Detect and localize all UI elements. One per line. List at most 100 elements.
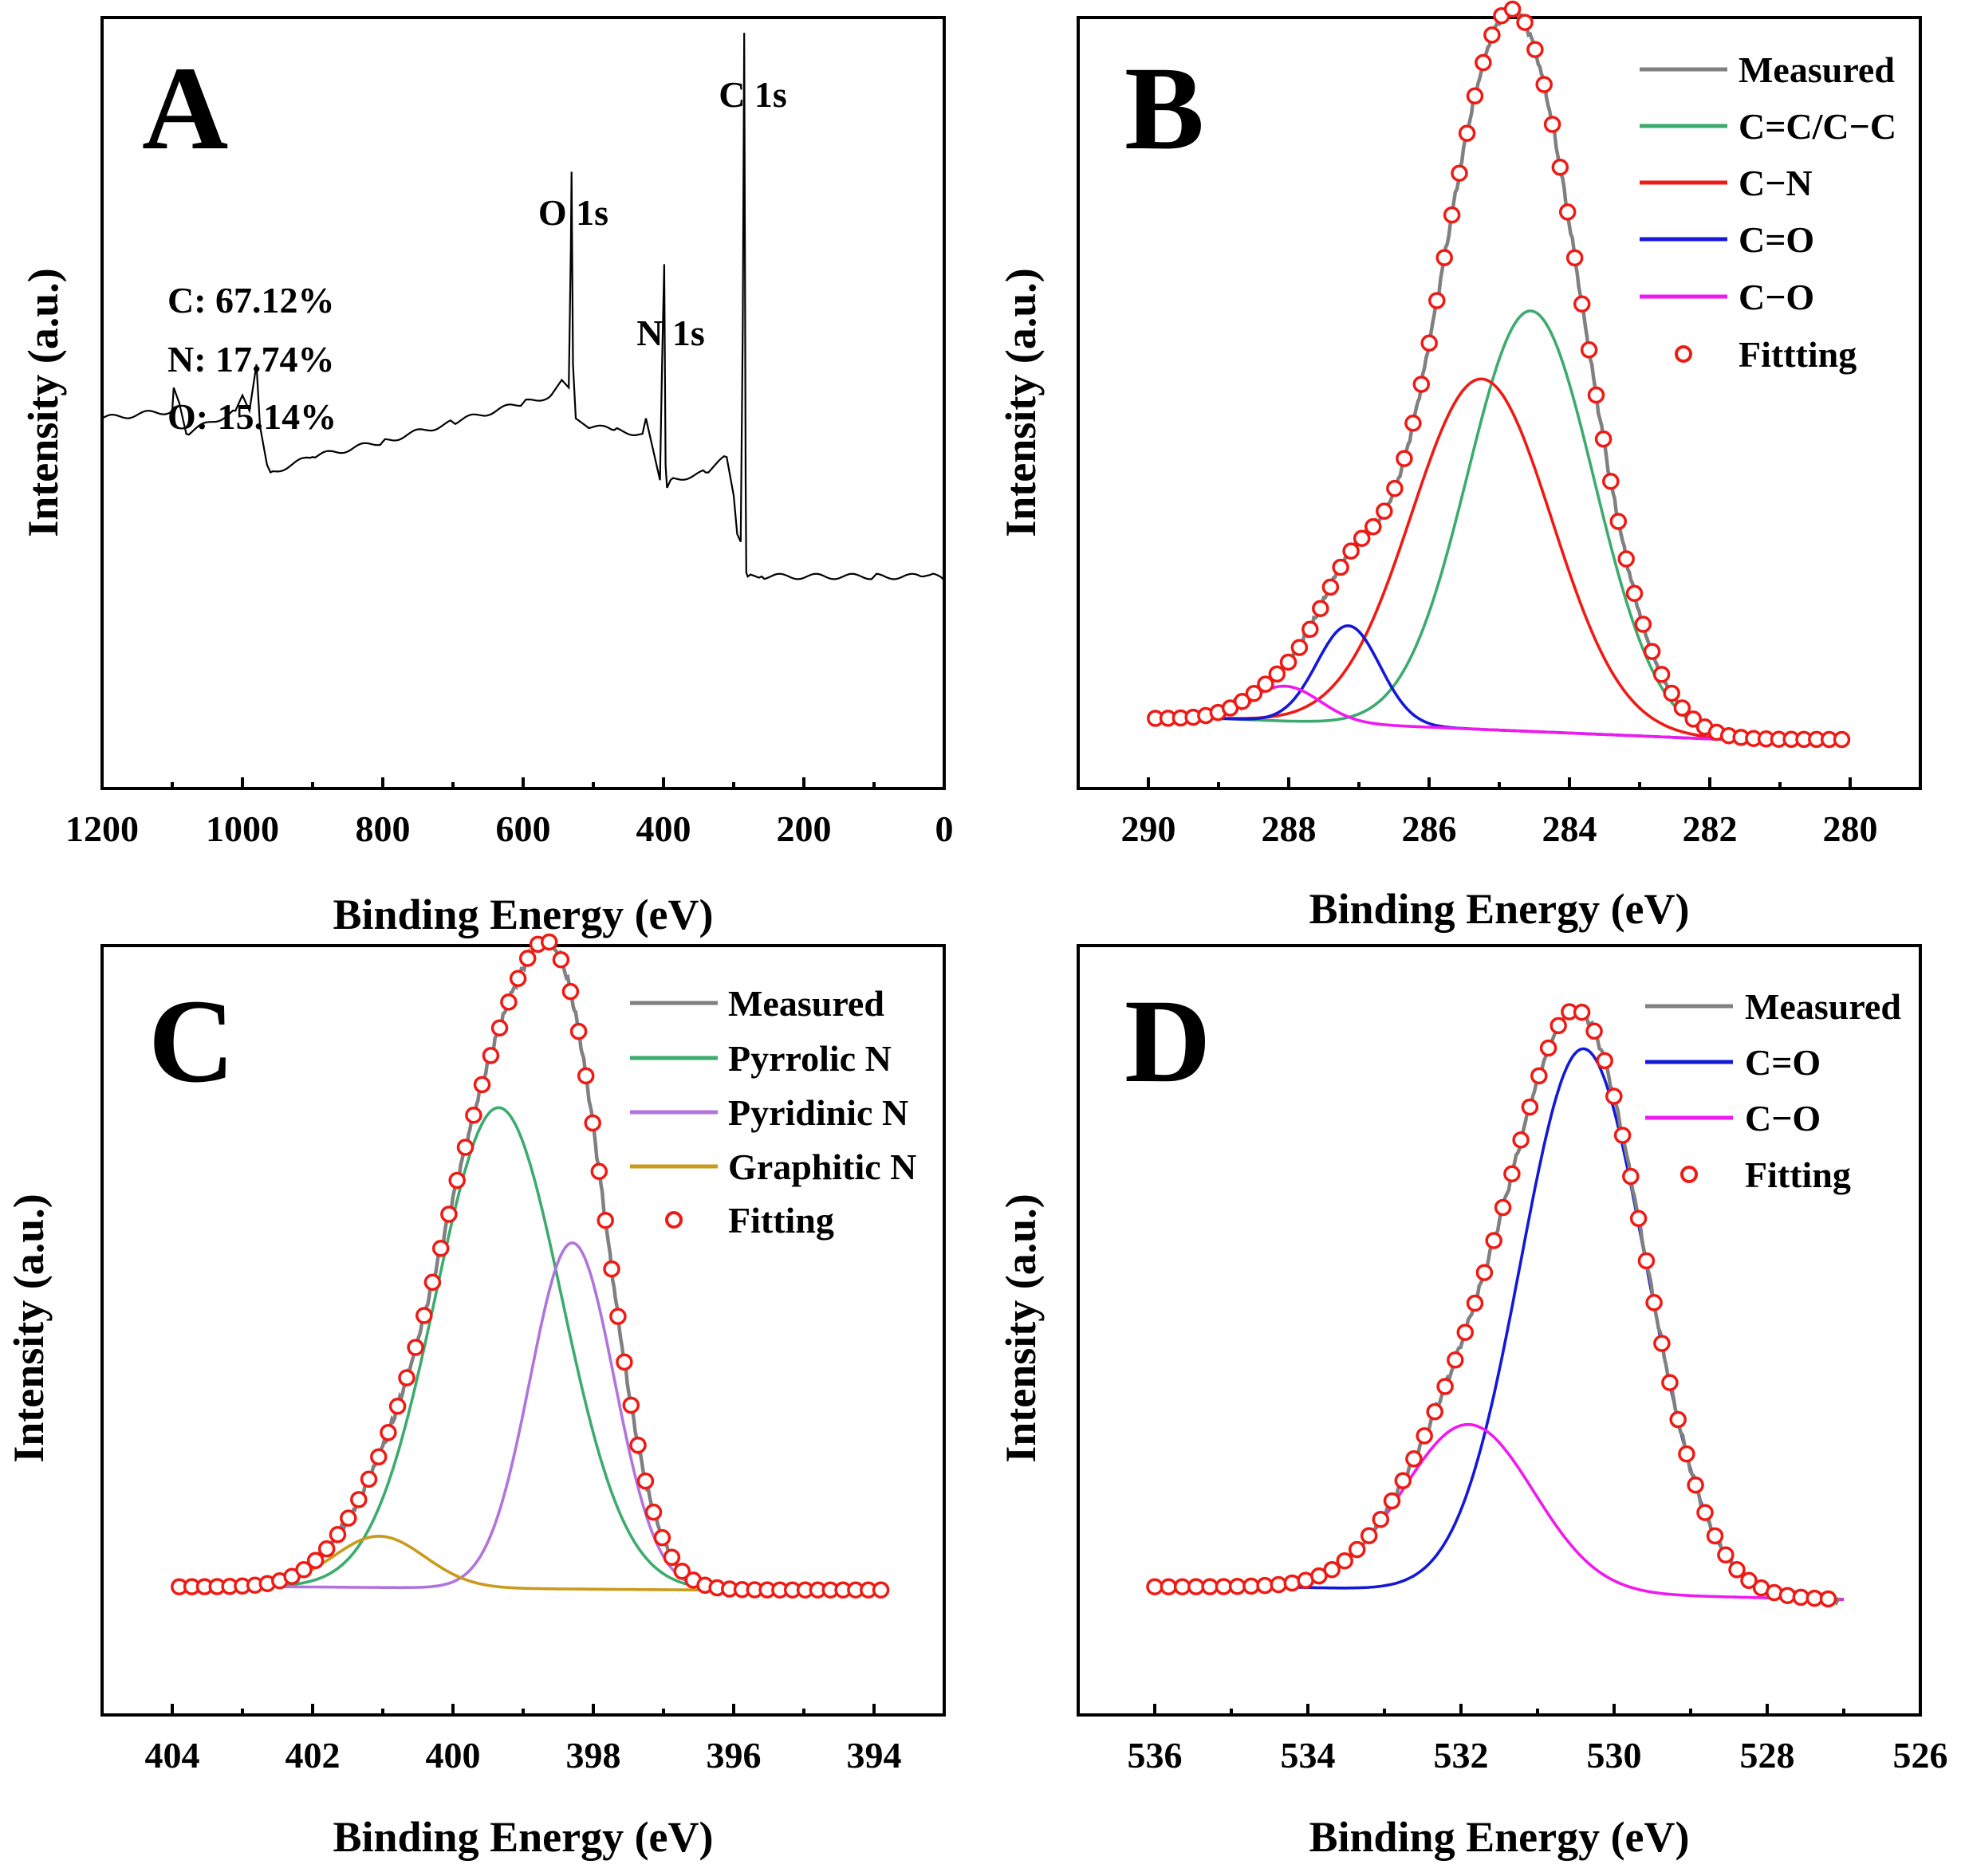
fitting-point	[1268, 665, 1286, 683]
fitting-point	[673, 1563, 691, 1580]
fitting-point	[448, 1171, 466, 1190]
x-tick-label: 404	[145, 1735, 200, 1776]
fitting-point	[1353, 529, 1371, 547]
fitting-point	[1321, 578, 1340, 596]
fitting-point	[1551, 159, 1569, 176]
measured-curve	[1283, 1003, 1841, 1607]
fitting-point	[1539, 1039, 1557, 1057]
fitting-point	[597, 1211, 614, 1229]
legend-label-co-double: C=O	[1745, 1042, 1821, 1083]
fitting-point	[1494, 1198, 1512, 1217]
fitting-point	[1530, 1067, 1548, 1085]
fitting-point	[1483, 26, 1501, 44]
composition-carbon: C: 67.12%	[167, 280, 335, 321]
panel-c-plot	[171, 933, 890, 1599]
fitting-point	[1405, 1450, 1423, 1468]
fitting-point	[1416, 1427, 1433, 1445]
x-tick-label: 280	[1823, 808, 1878, 849]
peak-label-o1s: O 1s	[538, 192, 608, 233]
fitting-point	[629, 1436, 647, 1454]
fitting-point	[1372, 1510, 1390, 1528]
legend-label-measured: Measured	[728, 983, 884, 1024]
fitting-point	[1792, 1588, 1810, 1607]
fitting-point	[1512, 1131, 1530, 1149]
panel-b-letter: B	[1124, 42, 1204, 175]
panel-c-y-axis-title: Intensity (a.u.)	[5, 1194, 53, 1463]
fitting-point	[1678, 1445, 1695, 1463]
fitting-point	[329, 1526, 347, 1544]
fitting-point	[398, 1369, 415, 1386]
x-tick-label: 526	[1893, 1735, 1948, 1776]
fitting-point	[1475, 1264, 1494, 1281]
fitting-point	[569, 1022, 588, 1040]
x-tick-label: 394	[847, 1735, 902, 1776]
x-tick-label: 284	[1542, 808, 1597, 849]
fitting-point	[663, 1548, 681, 1567]
fitting-point	[1645, 1294, 1663, 1312]
x-tick-label: 536	[1128, 1735, 1183, 1776]
fitting-point	[1565, 249, 1584, 267]
fitting-point	[1447, 1351, 1464, 1369]
fitting-point	[440, 1205, 458, 1223]
fitting-point	[609, 1308, 627, 1325]
fitting-point	[1485, 1232, 1502, 1249]
fitting-point	[577, 1067, 595, 1085]
fitting-point	[1301, 620, 1319, 639]
fitting-point	[616, 1353, 633, 1371]
fitting-point	[1706, 1527, 1724, 1545]
legend-label-pyrrolic: Pyrrolic N	[728, 1038, 892, 1079]
fitting-point	[1596, 1052, 1613, 1070]
fitting-point	[1364, 517, 1382, 536]
fitting-point	[552, 950, 570, 969]
fitting-point	[1526, 41, 1544, 58]
fitting-point	[473, 1076, 491, 1094]
fitting-point	[1669, 1410, 1687, 1429]
panel-d-x-ticks: 536 534 532 530 528 526	[1128, 1704, 1948, 1776]
fitting-point	[360, 1470, 378, 1489]
fitting-point	[1312, 600, 1329, 617]
fitting-point	[1173, 1578, 1191, 1595]
x-tick-label: 288	[1262, 808, 1317, 849]
fitting-point	[509, 969, 527, 988]
x-tick-label: 800	[356, 808, 411, 849]
fitting-point	[1580, 341, 1598, 359]
x-tick-label: 402	[285, 1735, 341, 1776]
panel-c-letter: C	[148, 975, 234, 1107]
fitting-point	[1475, 53, 1492, 72]
panel-d-y-axis-title: Intensity (a.u.)	[997, 1194, 1045, 1463]
fitting-point	[603, 1260, 620, 1278]
fitting-point	[407, 1339, 424, 1356]
measured-curve	[289, 933, 690, 1583]
x-tick-label: 600	[496, 808, 551, 849]
fitting-point	[1187, 1578, 1205, 1595]
fitting-point	[1602, 472, 1620, 490]
fitting-point	[1684, 710, 1703, 728]
fitting-point	[1573, 1003, 1591, 1021]
panel-d-x-axis-title: Binding Energy (eV)	[1309, 1813, 1689, 1861]
panel-c-n1s: 404 402 400 398 396 394 C Binding Energy (eV)…	[5, 933, 946, 1861]
panel-a-x-axis-title: Binding Energy (eV)	[333, 891, 713, 938]
fitting-point	[1160, 1578, 1178, 1595]
fitting-point	[1242, 1577, 1260, 1595]
fitting-point	[1404, 415, 1422, 432]
fitting-point	[1516, 14, 1534, 31]
fitting-point	[1233, 693, 1251, 710]
x-tick-label: 530	[1587, 1735, 1642, 1776]
x-tick-label: 0	[935, 808, 954, 849]
legend-label-co-single: C−O	[1739, 277, 1814, 317]
fitting-point	[1310, 1567, 1328, 1585]
panel-c-x-ticks: 404 402 400 398 396 394	[145, 1704, 902, 1776]
fitting-point	[431, 1240, 450, 1257]
legend-label-measured: Measured	[1739, 49, 1895, 90]
fitting-point	[1503, 1165, 1521, 1182]
fitting-point	[1376, 502, 1393, 520]
fitting-point	[1629, 1209, 1648, 1228]
legend-label-graphitic: Graphitic N	[728, 1146, 916, 1187]
legend-label-measured: Measured	[1745, 986, 1901, 1027]
fitting-point	[1443, 206, 1461, 224]
fitting-point	[1270, 1575, 1287, 1594]
fitting-point	[350, 1491, 368, 1508]
fitting-point	[540, 933, 558, 951]
fitting-point	[1436, 1378, 1454, 1395]
panel-b-y-axis-title: Intensity (a.u.)	[997, 268, 1045, 537]
